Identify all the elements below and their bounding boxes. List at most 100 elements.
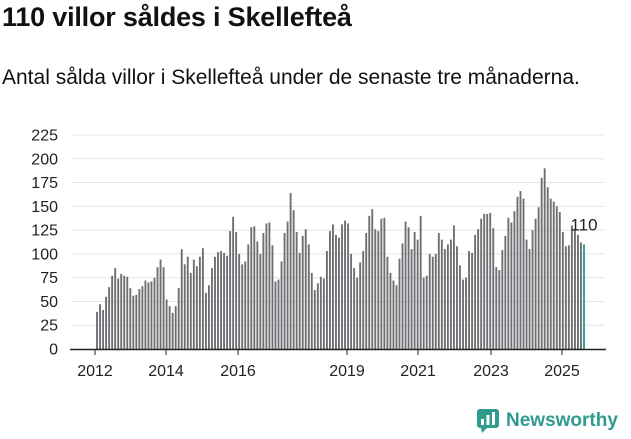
bar — [153, 277, 156, 349]
bar — [525, 239, 528, 349]
bar — [483, 213, 486, 349]
y-tick-label: 50 — [40, 294, 58, 311]
x-tick-label: 2023 — [473, 363, 509, 380]
y-axis-labels: 0 25 50 75 100 125 150 175 200 225 — [31, 128, 58, 359]
bar — [365, 232, 368, 349]
bar — [159, 259, 162, 349]
bar — [253, 226, 256, 349]
bar — [555, 206, 558, 349]
bar — [174, 306, 177, 349]
bar — [141, 286, 144, 349]
bar — [573, 229, 576, 349]
bar — [531, 230, 534, 349]
bar — [564, 246, 567, 349]
bar — [217, 251, 219, 349]
bar — [428, 253, 431, 349]
bar — [386, 256, 389, 349]
bar — [537, 207, 540, 349]
x-tick-label: 2025 — [544, 363, 580, 380]
bar — [513, 211, 516, 349]
bar — [501, 250, 504, 349]
bar — [307, 244, 310, 349]
bar — [459, 265, 461, 349]
bars — [96, 168, 585, 349]
bar — [377, 231, 380, 349]
bar — [256, 241, 259, 349]
y-tick-label: 25 — [40, 318, 58, 335]
bar — [440, 239, 443, 349]
x-axis — [70, 348, 606, 355]
bar — [443, 249, 446, 349]
y-tick-label: 125 — [31, 223, 58, 240]
bar — [129, 288, 132, 349]
x-tick-label: 2016 — [220, 363, 256, 380]
bar — [177, 288, 180, 349]
y-tick-label: 225 — [31, 128, 58, 145]
bar — [413, 232, 416, 349]
bar — [368, 215, 371, 349]
bar — [280, 261, 283, 349]
bar — [580, 242, 582, 349]
bar — [549, 198, 552, 349]
bar — [301, 235, 304, 349]
bar — [310, 272, 313, 349]
bar — [244, 261, 247, 349]
bar — [168, 306, 171, 349]
bar — [126, 276, 129, 349]
bar — [398, 258, 401, 349]
bar — [259, 253, 262, 349]
bar — [332, 224, 334, 349]
bar — [105, 296, 108, 349]
bar — [383, 217, 386, 349]
bar — [223, 252, 225, 349]
y-tick-label: 75 — [40, 270, 58, 287]
bar — [208, 285, 210, 349]
bar — [171, 312, 174, 349]
bar — [268, 222, 271, 349]
bar — [319, 276, 322, 349]
bar — [180, 249, 183, 349]
bar — [552, 201, 555, 349]
brand-logo: Newsworthy — [476, 406, 618, 436]
bar — [577, 234, 579, 349]
y-tick-label: 0 — [49, 342, 58, 359]
bar — [516, 196, 519, 349]
bar — [431, 256, 434, 349]
bar — [220, 251, 222, 349]
bar — [449, 239, 452, 349]
bar — [165, 299, 168, 349]
bar — [395, 285, 398, 349]
bar — [558, 212, 561, 349]
newsworthy-logo-icon — [477, 409, 499, 433]
bar — [322, 278, 325, 349]
bar — [380, 218, 383, 349]
bar — [486, 213, 489, 349]
bar — [422, 277, 425, 349]
bar — [250, 227, 253, 349]
bar — [371, 209, 374, 349]
bar — [238, 253, 241, 349]
bar — [522, 198, 525, 349]
bar — [232, 216, 235, 349]
bar — [138, 289, 141, 349]
bar — [362, 251, 365, 349]
bar — [186, 256, 189, 349]
bar — [546, 187, 549, 349]
bar — [495, 267, 498, 349]
bar — [226, 255, 229, 349]
bar — [462, 279, 464, 349]
bar — [325, 251, 328, 349]
chart-title: 110 villor såldes i Skellefteå — [2, 2, 352, 32]
bar — [108, 287, 111, 349]
bar — [304, 229, 307, 349]
bar — [338, 237, 340, 349]
bar — [265, 223, 268, 349]
bar — [183, 264, 186, 349]
bar — [192, 259, 195, 349]
bar — [211, 268, 213, 349]
bar — [241, 264, 244, 349]
bar — [286, 221, 289, 349]
bar — [425, 275, 428, 349]
bar — [271, 245, 274, 349]
bar — [492, 228, 495, 349]
